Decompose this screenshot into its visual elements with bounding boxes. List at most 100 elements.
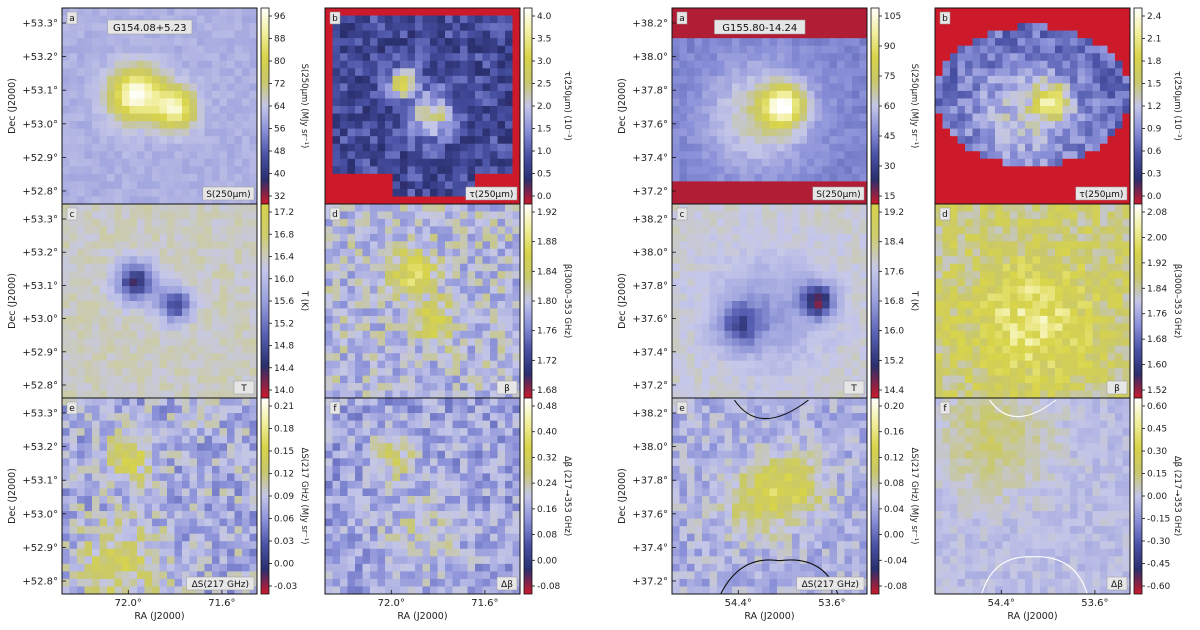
map-pixel <box>844 23 853 32</box>
map-pixel <box>242 38 250 47</box>
map-pixel <box>62 330 70 339</box>
map-pixel <box>422 196 431 205</box>
map-pixel <box>77 533 85 542</box>
map-pixel <box>385 15 393 24</box>
map-pixel <box>77 68 85 77</box>
map-pixel <box>362 8 371 17</box>
map-pixel <box>512 90 521 99</box>
map-pixel <box>204 390 213 399</box>
map-pixel <box>837 38 845 47</box>
colorbar-tick-label: 0.00 <box>537 556 557 566</box>
map-pixel <box>249 136 258 145</box>
map-pixel <box>332 90 341 99</box>
map-pixel <box>370 106 378 115</box>
map-pixel <box>769 151 778 160</box>
map-pixel <box>385 383 393 392</box>
map-pixel <box>219 308 228 317</box>
map-pixel <box>219 420 228 429</box>
map-pixel <box>62 218 70 227</box>
map-pixel <box>724 30 733 39</box>
map-pixel <box>467 480 476 489</box>
map-pixel <box>777 75 785 84</box>
map-pixel <box>859 196 868 205</box>
map-pixel <box>69 563 78 572</box>
map-pixel <box>362 173 371 182</box>
map-pixel <box>197 204 205 212</box>
map-pixel <box>332 226 341 235</box>
map-pixel <box>234 375 243 384</box>
map-pixel <box>505 181 513 190</box>
map-pixel <box>242 586 250 595</box>
map-pixel <box>182 90 190 99</box>
map-pixel <box>92 121 100 130</box>
map-pixel <box>460 256 468 265</box>
map-pixel <box>77 166 85 175</box>
map-pixel <box>129 458 138 467</box>
map-pixel <box>355 503 363 512</box>
map-pixel <box>182 375 190 384</box>
map-pixel <box>234 360 243 369</box>
map-pixel <box>370 338 378 347</box>
map-pixel <box>347 136 356 145</box>
map-pixel <box>724 38 733 47</box>
map-pixel <box>460 435 468 444</box>
map-pixel <box>347 405 356 414</box>
map-pixel <box>355 518 363 527</box>
map-pixel <box>92 488 100 497</box>
map-pixel <box>392 511 401 520</box>
map-pixel <box>114 301 123 309</box>
map-pixel <box>415 8 423 17</box>
map-pixel <box>332 578 341 587</box>
map-pixel <box>347 488 356 497</box>
map-pixel <box>197 211 205 220</box>
map-pixel <box>122 121 130 130</box>
map-pixel <box>227 75 235 84</box>
map-pixel <box>174 83 183 92</box>
colorbar-tick-label: 1.84 <box>537 267 557 277</box>
map-pixel <box>62 68 70 77</box>
map-pixel <box>137 533 145 542</box>
map-pixel <box>475 181 483 190</box>
map-pixel <box>370 511 378 520</box>
map-pixel <box>422 488 431 497</box>
map-pixel <box>167 173 175 182</box>
map-pixel <box>407 518 416 527</box>
map-pixel <box>340 323 348 332</box>
map-pixel <box>687 53 695 62</box>
map-pixel <box>475 496 483 505</box>
map-pixel <box>370 360 378 369</box>
map-pixel <box>99 480 108 489</box>
map-pixel <box>475 136 483 145</box>
map-pixel <box>189 556 198 565</box>
map-pixel <box>370 166 378 175</box>
map-pixel <box>144 263 153 272</box>
map-pixel <box>475 113 483 122</box>
map-pixel <box>512 293 521 302</box>
map-pixel <box>242 368 250 377</box>
map-pixel <box>505 368 513 377</box>
map-pixel <box>385 113 393 122</box>
map-pixel <box>467 563 476 572</box>
map-pixel <box>407 263 416 272</box>
panel-letter-box <box>66 207 78 221</box>
map-pixel <box>332 241 341 250</box>
map-pixel <box>249 586 258 595</box>
map-pixel <box>340 496 348 505</box>
map-pixel <box>69 375 78 384</box>
map-pixel <box>687 106 695 115</box>
map-pixel <box>460 218 468 227</box>
map-pixel <box>167 293 175 302</box>
map-pixel <box>325 248 333 257</box>
map-pixel <box>122 473 130 482</box>
map-pixel <box>709 158 718 167</box>
map-pixel <box>807 38 815 47</box>
map-pixel <box>769 188 778 197</box>
map-pixel <box>122 248 130 257</box>
colorbar-tick-label: 3.0 <box>537 57 552 67</box>
map-pixel <box>709 8 718 17</box>
map-pixel <box>347 30 356 39</box>
map-pixel <box>62 15 70 24</box>
map-pixel <box>377 181 386 190</box>
map-pixel <box>62 405 70 414</box>
map-pixel <box>212 586 220 595</box>
